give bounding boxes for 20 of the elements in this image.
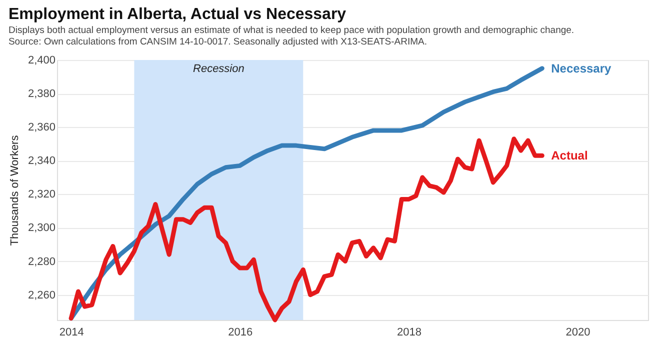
x-tick-label: 2014 [59, 326, 84, 338]
y-tick-label: 2,340 [28, 155, 56, 168]
y-tick-label: 2,400 [28, 54, 56, 66]
x-tick-label: 2020 [566, 326, 590, 338]
y-axis-title: Thousands of Workers [8, 134, 21, 246]
chart-subtitle: Displays both actual employment versus an estimate of what is needed to keep pace with population growth and demographic change. [8, 25, 574, 36]
line-series [68, 136, 544, 322]
y-tick-label: 2,260 [28, 289, 56, 302]
x-tick-label: 2016 [228, 326, 253, 338]
y-tick-label: 2,380 [28, 88, 56, 100]
series-label: Actual [551, 148, 588, 163]
y-tick-label: 2,360 [28, 122, 56, 134]
chart-title: Employment in Alberta, Actual vs Necessary [8, 6, 346, 23]
x-tick-label: 2018 [397, 326, 422, 338]
y-tick-label: 2,300 [28, 222, 56, 234]
series-label: Necessary [551, 61, 612, 76]
y-tick-label: 2,280 [28, 256, 56, 268]
y-tick-label: 2,320 [28, 188, 56, 201]
band-label: Recession [192, 63, 244, 75]
source-note: Source: Own calculations from CANSIM 14-10-0017. Seasonally adjusted with X13-SEATS-ARIMA. [8, 36, 428, 48]
